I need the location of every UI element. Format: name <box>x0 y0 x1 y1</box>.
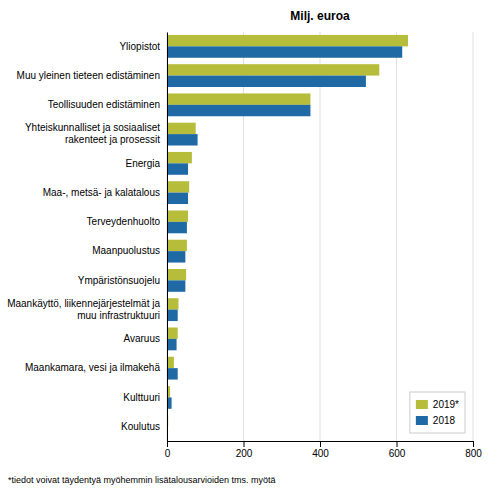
y-tick-label: Teollisuuden edistäminen <box>48 99 160 110</box>
x-tick-mark <box>244 441 245 447</box>
grid-line <box>167 32 168 441</box>
x-axis-line <box>168 442 474 448</box>
y-tick: Maankäyttö, liikennejärjestelmät jamuu i… <box>7 298 167 321</box>
bar <box>167 93 310 104</box>
y-tick: Energia <box>126 158 167 169</box>
chart-svg: 0 200 400 600 800 Yliopistot Muu yleinen tiete… <box>0 0 491 491</box>
bar <box>167 222 187 233</box>
y-tick: Avaruus <box>123 333 167 344</box>
bar <box>167 35 408 46</box>
legend-swatch <box>416 400 428 409</box>
x-tick: 400 <box>312 441 329 459</box>
y-tick: Yhteiskunnalliset ja sosiaalisetrakentee… <box>25 122 167 145</box>
x-tick-mark <box>473 441 474 447</box>
y-tick: Terveydenhuolto <box>87 216 167 227</box>
bar <box>167 298 178 309</box>
bars <box>167 35 408 438</box>
x-tick: 600 <box>389 441 406 459</box>
bar <box>167 46 402 57</box>
y-tick: Teollisuuden edistäminen <box>48 99 167 110</box>
bar <box>167 310 178 321</box>
y-tick-label: Ympäristönsuojelu <box>78 275 160 286</box>
grid-line <box>473 32 474 441</box>
grid <box>167 32 473 441</box>
plot: 0 200 400 600 800 Yliopistot Muu yleinen tiete… <box>7 32 482 459</box>
x-tick-mark <box>167 441 168 447</box>
grid-line <box>396 32 397 441</box>
bar <box>167 327 178 338</box>
bar <box>167 64 379 75</box>
y-tick: Yliopistot <box>119 41 167 52</box>
bar <box>167 251 185 262</box>
y-tick-label: Terveydenhuolto <box>87 216 161 227</box>
legend-box <box>410 392 465 433</box>
grid-line <box>320 32 321 441</box>
x-tick: 800 <box>465 441 482 459</box>
x-tick-mark <box>320 441 321 447</box>
x-tick-mark <box>397 441 398 447</box>
y-tick-label: Muu yleinen tieteen edistäminen <box>17 70 160 81</box>
y-tick-label: Maanpuolustus <box>92 245 160 256</box>
y-tick: Muu yleinen tieteen edistäminen <box>17 70 167 81</box>
bar <box>167 181 189 192</box>
x-tick-label: 400 <box>312 448 329 459</box>
x-axis: 0 200 400 600 800 <box>165 441 483 459</box>
y-tick-label: Maankamara, vesi ja ilmakehä <box>25 362 160 373</box>
x-tick-label: 800 <box>465 448 482 459</box>
legend-swatch <box>416 416 428 425</box>
y-tick-label: Yhteiskunnalliset ja sosiaalisetrakentee… <box>25 122 160 145</box>
legend-item: 2019* <box>416 399 459 410</box>
legend-label: 2019* <box>433 399 459 410</box>
bar <box>167 152 192 163</box>
y-tick: Ympäristönsuojelu <box>78 275 167 286</box>
x-tick-label: 600 <box>389 448 406 459</box>
y-tick: Kulttuuri <box>123 392 167 403</box>
y-tick-label: Kulttuuri <box>123 392 160 403</box>
bar <box>167 269 186 280</box>
bar <box>167 134 198 145</box>
y-tick-label: Maa-, metsä- ja kalatalous <box>43 187 160 198</box>
y-axis: Yliopistot Muu yleinen tieteen edistämine… <box>7 33 167 442</box>
x-tick-label: 0 <box>165 448 171 459</box>
y-tick-label: Energia <box>126 158 161 169</box>
bar <box>167 357 174 368</box>
bar <box>167 76 366 87</box>
legend: 2019* 2018 <box>410 392 465 433</box>
bar <box>167 105 310 116</box>
y-tick: Maanpuolustus <box>92 245 167 256</box>
legend-item: 2018 <box>416 415 456 426</box>
y-tick-label: Koulutus <box>121 421 160 432</box>
y-tick-label: Yliopistot <box>119 41 160 52</box>
bar <box>167 280 185 291</box>
y-tick: Maa-, metsä- ja kalatalous <box>43 187 167 198</box>
y-tick: Koulutus <box>121 421 167 432</box>
bar <box>167 339 177 350</box>
bar <box>167 240 187 251</box>
bar <box>167 193 188 204</box>
bar <box>167 210 188 221</box>
x-tick-label: 200 <box>236 448 253 459</box>
title: Milj. euroa <box>290 9 350 23</box>
footnote: *tiedot voivat täydentyä myöhemmin lisät… <box>8 475 276 485</box>
series <box>167 35 408 427</box>
y-tick: Maankamara, vesi ja ilmakehä <box>25 362 167 373</box>
y-axis-line <box>167 33 168 442</box>
grid-line <box>243 32 244 441</box>
bar <box>167 123 196 134</box>
bar <box>167 163 188 174</box>
series <box>167 46 402 438</box>
legend-label: 2018 <box>433 415 456 426</box>
y-tick-label: Maankäyttö, liikennejärjestelmät jamuu i… <box>7 298 160 321</box>
bar <box>167 368 178 379</box>
y-tick-label: Avaruus <box>123 333 160 344</box>
x-tick: 200 <box>236 441 253 459</box>
x-tick: 0 <box>165 441 171 459</box>
chart-container: 0 200 400 600 800 Yliopistot Muu yleinen tiete… <box>0 0 491 491</box>
